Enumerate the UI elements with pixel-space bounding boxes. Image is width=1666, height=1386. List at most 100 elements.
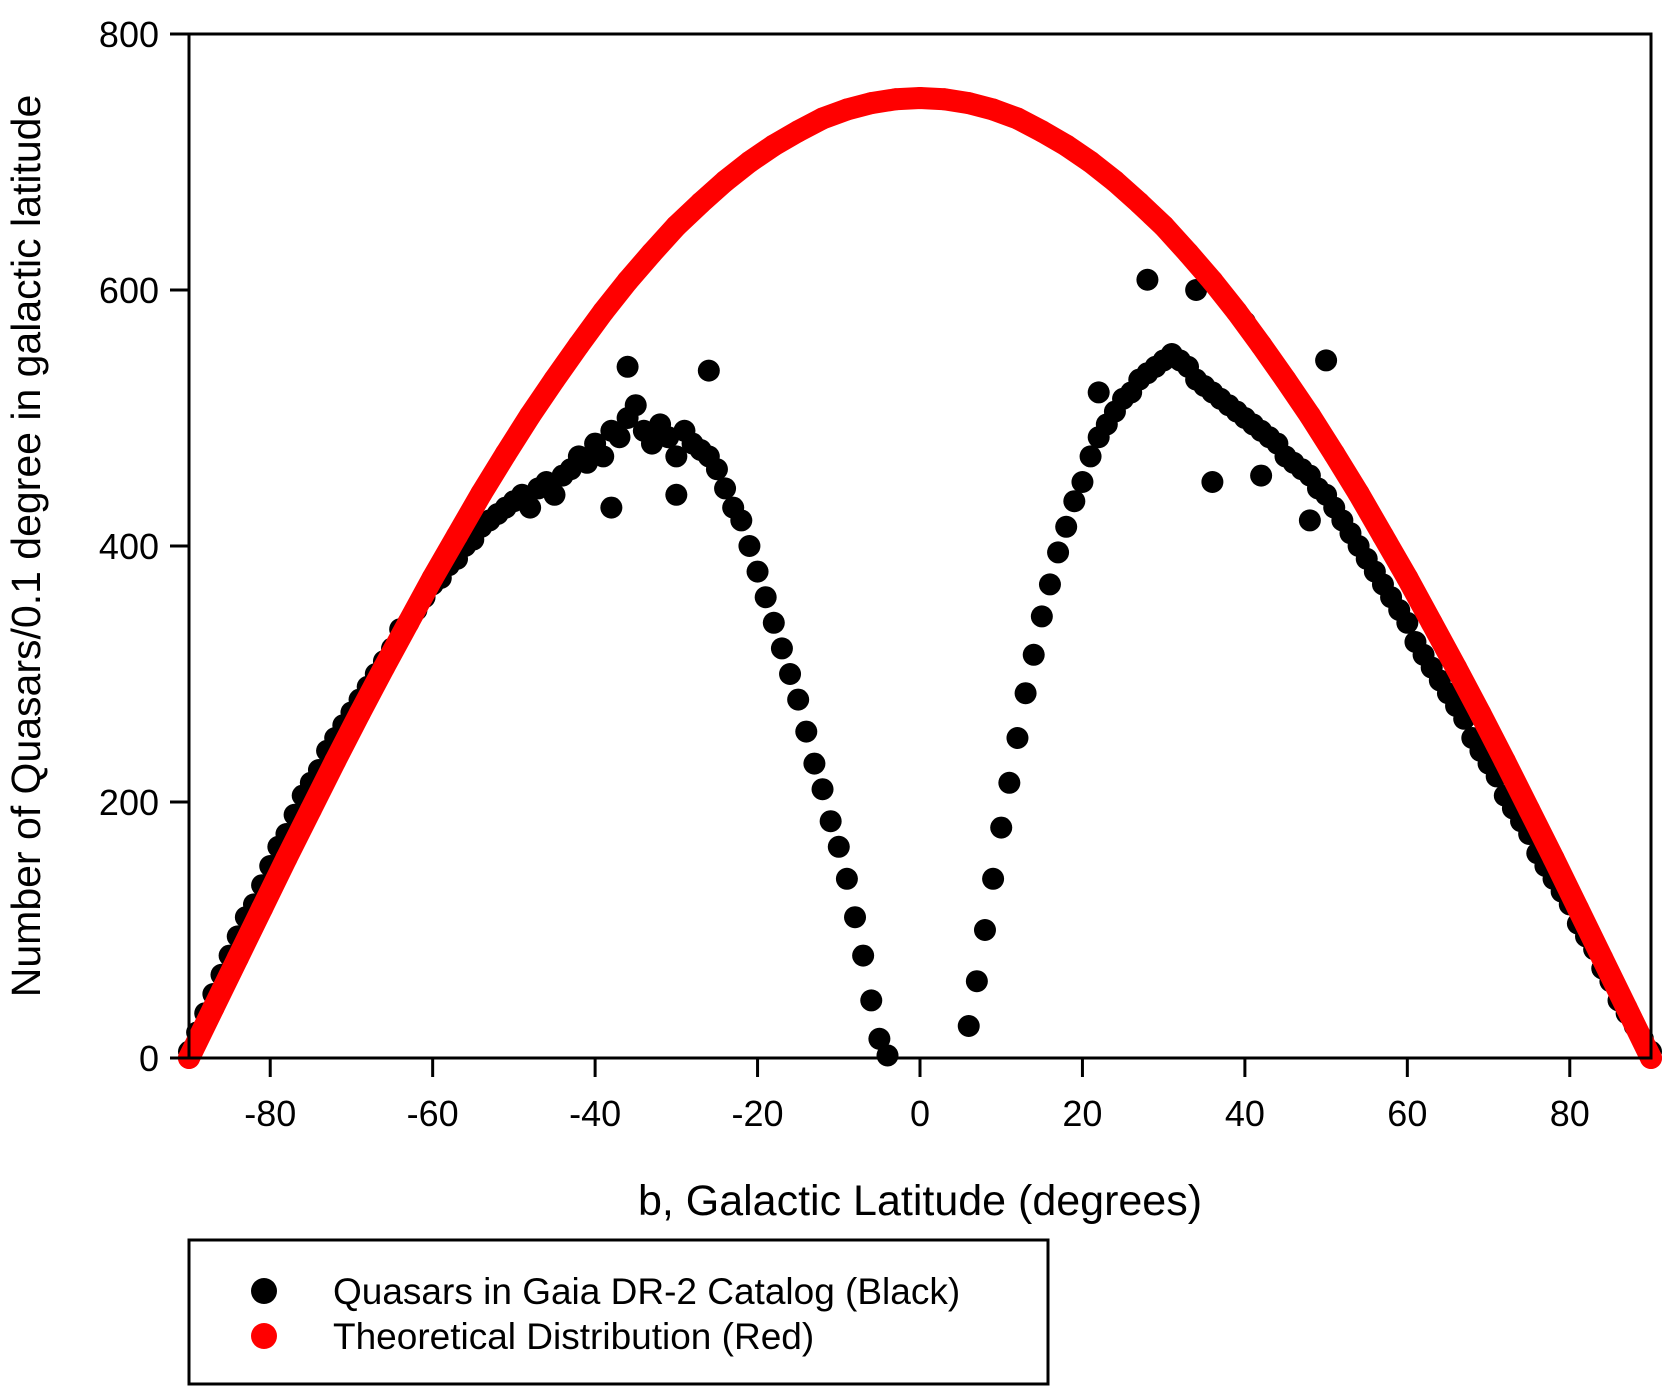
theoretical-point (933, 88, 956, 111)
quasar-point (982, 867, 1005, 890)
quasar-point (1063, 490, 1086, 513)
quasar-point (519, 496, 542, 519)
quasar-point (730, 509, 753, 532)
quasar-point (665, 445, 688, 468)
theoretical-point (1323, 442, 1346, 465)
y-tick-label: 600 (99, 270, 159, 311)
y-tick-label: 800 (99, 14, 159, 55)
x-tick-label: 60 (1387, 1093, 1427, 1134)
quasar-point (616, 355, 639, 378)
theoretical-point (1055, 134, 1078, 157)
quasar-point (1038, 573, 1061, 596)
x-tick-label: 40 (1225, 1093, 1265, 1134)
theoretical-point (202, 997, 225, 1020)
theoretical-point (1469, 702, 1492, 725)
theoretical-point (957, 92, 980, 115)
quasar-point (600, 496, 623, 519)
theoretical-point (1591, 947, 1614, 970)
quasar-point (844, 906, 867, 929)
theoretical-point (446, 524, 469, 547)
quasar-point (973, 919, 996, 941)
theoretical-point (275, 847, 298, 870)
quasar-point (1047, 541, 1070, 564)
theoretical-point (1493, 750, 1516, 773)
quasar-point (965, 970, 988, 993)
theoretical-point (397, 611, 420, 634)
theoretical-point (1225, 300, 1248, 323)
quasar-point (852, 944, 875, 967)
quasar-point (1201, 471, 1224, 493)
theoretical-point (543, 368, 566, 391)
y-tick-label: 200 (99, 782, 159, 823)
theoretical-point (324, 750, 347, 773)
plot-frame (187, 32, 1653, 1060)
y-axis: 0 200 400 600 800 (99, 14, 189, 1079)
theoretical-point (689, 191, 712, 214)
theoretical-point (738, 151, 761, 173)
theoretical-point (1396, 567, 1419, 589)
theoretical-point (592, 300, 615, 323)
quasar-point (1014, 682, 1037, 705)
quasar-point (868, 1027, 891, 1050)
theoretical-point (616, 270, 639, 293)
quasar-point (1250, 464, 1273, 487)
x-tick-label: 20 (1062, 1093, 1102, 1134)
theoretical-point (1030, 120, 1053, 143)
quasar-point (876, 1044, 899, 1067)
theoretical-point (1615, 997, 1638, 1020)
quasar-point (1022, 643, 1045, 666)
theoretical-point (982, 98, 1005, 121)
x-tick-label: -40 (569, 1093, 621, 1134)
theoretical-point (1542, 847, 1565, 870)
x-tick-label: 0 (910, 1093, 930, 1134)
theoretical-point (1298, 404, 1321, 427)
theoretical-point (1518, 798, 1541, 821)
theoretical-point (1152, 215, 1175, 237)
legend-marker-theoretical (251, 1323, 277, 1349)
theoretical-point (226, 947, 249, 970)
quasar-point (1396, 611, 1419, 634)
theoretical-point (372, 656, 395, 679)
quasar-point (1315, 349, 1338, 372)
quasar-point (1006, 727, 1029, 749)
quasar-point (1079, 445, 1102, 468)
quasar-point (770, 637, 793, 660)
theoretical-point (1566, 897, 1589, 920)
theoretical-point (348, 702, 371, 725)
theoretical-point (884, 88, 907, 111)
quasar-point (1298, 509, 1321, 532)
quasar-point (697, 359, 720, 382)
theoretical-point (1445, 656, 1468, 679)
quasar-point (543, 483, 566, 506)
quasar-point (754, 586, 777, 609)
quasar-point (787, 688, 810, 711)
quasar-point (1087, 381, 1110, 404)
theoretical-point (640, 241, 663, 264)
y-tick-label: 400 (99, 526, 159, 567)
theoretical-point (1274, 368, 1297, 391)
theoretical-point (1347, 482, 1370, 505)
theoretical-point (909, 87, 931, 109)
quasar-point (819, 810, 842, 833)
legend: Quasars in Gaia DR-2 Catalog (Black) The… (187, 1238, 1050, 1386)
legend-label-theoretical: Theoretical Distribution (Red) (333, 1316, 814, 1357)
theoretical-point (251, 897, 274, 920)
theoretical-point (1079, 151, 1102, 173)
quasar-point (1030, 605, 1053, 628)
theoretical-point (1103, 170, 1126, 193)
theoretical-point (1201, 270, 1224, 293)
theoretical-point (860, 92, 883, 115)
theoretical-point (421, 567, 444, 589)
x-tick-label: -80 (244, 1093, 296, 1134)
theoretical-point (470, 482, 493, 505)
quasar-point (1136, 268, 1159, 291)
x-tick-label: -60 (407, 1093, 459, 1134)
theoretical-point (1250, 334, 1273, 357)
quasar-point (1071, 471, 1094, 493)
quasar-point (762, 611, 785, 634)
theoretical-point (299, 798, 322, 821)
quasar-point (990, 816, 1013, 839)
theoretical-point (762, 134, 785, 157)
quasar-series (178, 268, 1662, 1067)
